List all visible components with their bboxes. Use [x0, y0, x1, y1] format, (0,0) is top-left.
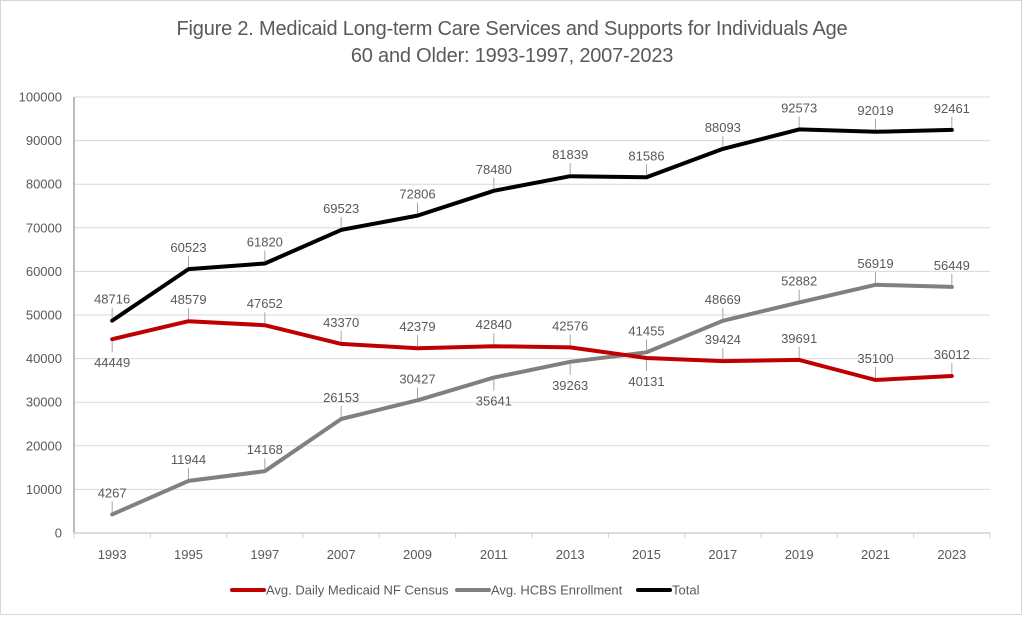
data-label: 14168	[247, 442, 283, 457]
chart-title-line-2: 60 and Older: 1993-1997, 2007-2023	[350, 45, 674, 67]
legend-item: Avg. HCBS Enrollment	[455, 583, 623, 598]
chart-title: Figure 2. Medicaid Long-term Care Servic…	[0, 16, 1024, 70]
data-label: 48669	[705, 292, 741, 307]
series-line-nf-census	[110, 319, 954, 382]
data-label: 41455	[628, 323, 664, 338]
x-tick-label: 2013	[556, 547, 585, 562]
data-label: 42379	[399, 319, 435, 334]
data-label: 92019	[857, 103, 893, 118]
data-label: 30427	[399, 371, 435, 386]
data-label: 69523	[323, 201, 359, 216]
chart-title-line-1: Figure 2. Medicaid Long-term Care Servic…	[176, 18, 848, 40]
series-group	[110, 127, 954, 517]
data-label: 35641	[476, 394, 512, 409]
data-label: 4267	[98, 485, 127, 500]
x-tick-label: 2019	[785, 547, 814, 562]
data-label: 56919	[857, 256, 893, 271]
gridlines	[74, 96, 990, 490]
series-line-hcbs-enrollment	[110, 282, 954, 517]
data-label: 39691	[781, 331, 817, 346]
y-tick-label: 0	[55, 526, 62, 541]
data-label: 61820	[247, 234, 283, 249]
legend-label: Avg. Daily Medicaid NF Census	[266, 583, 449, 598]
x-tick-label: 2021	[861, 547, 890, 562]
legend-item: Avg. Daily Medicaid NF Census	[230, 583, 449, 598]
legend-label: Avg. HCBS Enrollment	[491, 583, 623, 598]
x-tick-label: 2009	[403, 547, 432, 562]
series-line-total	[110, 127, 954, 323]
data-labels: 44449 48579 47652 43370 42379 42840 42576 40131…	[94, 100, 970, 513]
y-tick-label: 80000	[26, 177, 62, 192]
x-tick-label: 2007	[327, 547, 356, 562]
data-label: 47652	[247, 296, 283, 311]
data-label: 40131	[628, 374, 664, 389]
axes: 0 10000 20000 30000 40000 50000 60000 70000 8000…	[19, 90, 991, 562]
data-label: 35100	[857, 351, 893, 366]
y-tick-label: 10000	[26, 482, 62, 497]
data-label: 42840	[476, 317, 512, 332]
data-label: 92573	[781, 100, 817, 115]
x-tick-label: 2015	[632, 547, 661, 562]
legend-label: Total	[672, 583, 700, 598]
data-label: 48579	[170, 292, 206, 307]
data-label: 48716	[94, 292, 130, 307]
data-label: 43370	[323, 315, 359, 330]
y-tick-label: 20000	[26, 438, 62, 453]
x-tick-label: 2017	[708, 547, 737, 562]
data-label: 36012	[934, 347, 970, 362]
y-tick-label: 100000	[19, 90, 62, 105]
y-tick-label: 90000	[26, 133, 62, 148]
x-tick-label: 1995	[174, 547, 203, 562]
data-label: 78480	[476, 162, 512, 177]
x-tick-label: 2023	[937, 547, 966, 562]
data-label: 42576	[552, 318, 588, 333]
data-label: 26153	[323, 390, 359, 405]
y-tick-label: 40000	[26, 351, 62, 366]
y-tick-label: 50000	[26, 308, 62, 323]
data-label: 81839	[552, 147, 588, 162]
data-label: 60523	[170, 240, 206, 255]
data-label: 39424	[705, 332, 741, 347]
data-label: 39263	[552, 378, 588, 393]
x-tick-label: 1993	[98, 547, 127, 562]
y-tick-label: 60000	[26, 264, 62, 279]
data-label: 44449	[94, 355, 130, 370]
data-label: 56449	[934, 258, 970, 273]
data-label: 72806	[399, 187, 435, 202]
data-label: 92461	[934, 101, 970, 116]
x-tick-label: 1997	[250, 547, 279, 562]
y-tick-label: 70000	[26, 220, 62, 235]
y-tick-label: 30000	[26, 395, 62, 410]
data-label: 52882	[781, 273, 817, 288]
legend: Avg. Daily Medicaid NF Census Avg. HCBS E…	[230, 583, 700, 598]
x-tick-label: 2011	[480, 547, 508, 562]
data-label: 88093	[705, 120, 741, 135]
data-label: 11944	[171, 452, 206, 467]
legend-item: Total	[636, 583, 700, 598]
data-label: 81586	[628, 148, 664, 163]
